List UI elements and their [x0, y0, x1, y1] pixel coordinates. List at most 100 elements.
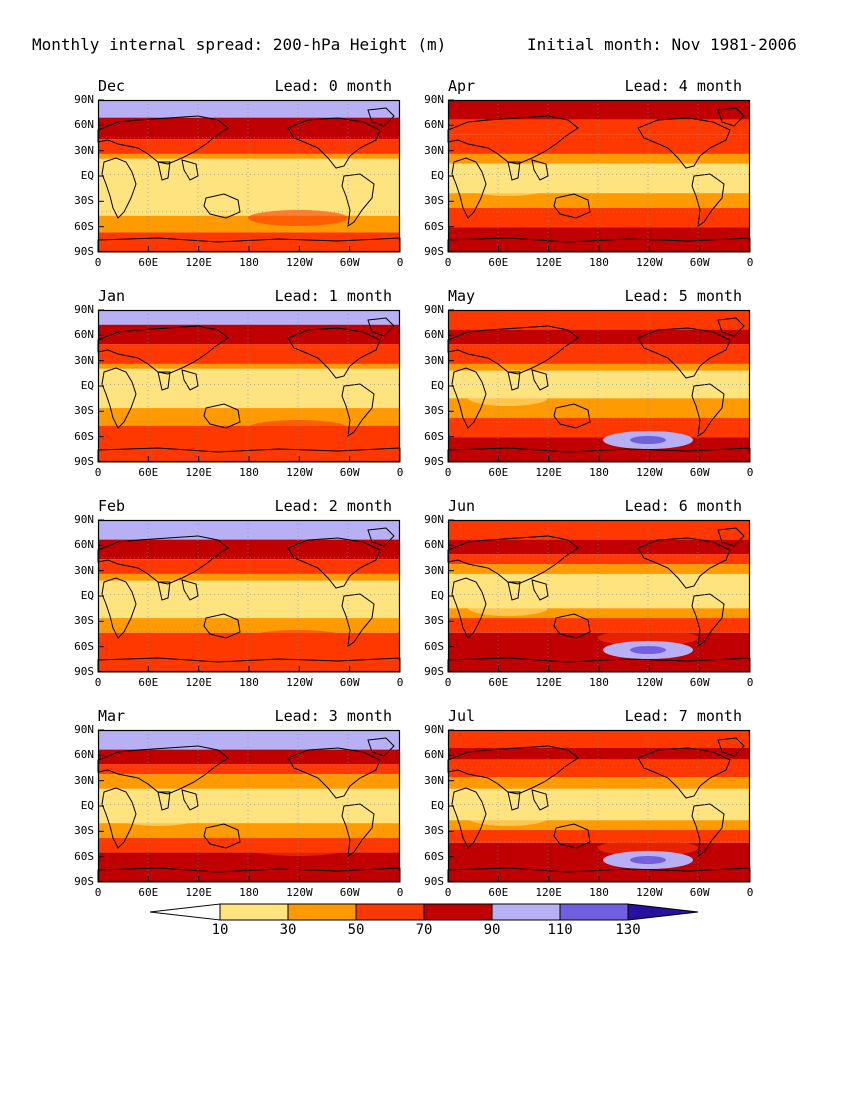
map-panel-mar: Mar Lead: 3 month	[97, 707, 401, 885]
lat-label: 90N	[424, 303, 444, 316]
lat-label: 90S	[74, 875, 94, 888]
lat-label: 90N	[74, 513, 94, 526]
lon-label: 0	[746, 466, 754, 479]
lon-label: 60W	[339, 676, 360, 689]
colorbar-label: 90	[483, 922, 501, 938]
lon-label: 120W	[286, 886, 313, 899]
lon-label: 180	[589, 886, 609, 899]
coastline	[203, 193, 241, 219]
coastline	[341, 383, 375, 438]
coastline	[181, 579, 199, 601]
contour-band	[98, 425, 400, 462]
lon-label: 120E	[535, 886, 562, 899]
lat-label: 30S	[424, 404, 444, 418]
lon-label: 120W	[286, 676, 313, 689]
lat-label: 30N	[74, 773, 94, 787]
lat-label: 60N	[74, 118, 94, 132]
lat-label: 60N	[424, 538, 444, 552]
coastline	[451, 787, 487, 849]
contour-blob	[468, 180, 548, 196]
coastline	[287, 117, 381, 169]
contour-blob	[248, 630, 348, 646]
figure-title: Monthly internal spread: 200-hPa Height …	[32, 35, 447, 54]
high-spread-core	[630, 856, 666, 864]
contour-band	[448, 820, 750, 831]
contour-band	[448, 759, 750, 778]
lat-label: 90S	[424, 245, 444, 258]
coastline	[97, 325, 229, 375]
lon-label: 60E	[138, 676, 159, 689]
lon-label: 120E	[185, 466, 212, 479]
coastline	[101, 577, 137, 639]
lat-label: 60S	[424, 849, 444, 863]
colorbar-segment	[355, 903, 425, 921]
map-panel-jul: Jul Lead: 7 month	[447, 707, 751, 885]
lat-label: 30N	[74, 563, 94, 577]
map-panel-jan: Jan Lead: 1 month	[97, 287, 401, 465]
contour-band	[98, 344, 400, 364]
lat-label: 60S	[424, 429, 444, 443]
spread-map	[97, 729, 401, 883]
coastline	[101, 367, 137, 429]
lon-label: 60W	[339, 466, 360, 479]
panel-lead-label: Lead: 5 month	[624, 287, 742, 305]
coastline	[717, 107, 745, 127]
coastline	[451, 157, 487, 219]
coastline	[341, 173, 375, 228]
contour-band	[448, 777, 750, 789]
panel-month-label: Jul	[448, 707, 476, 725]
map-panel-feb: Feb Lead: 2 month	[97, 497, 401, 675]
panel-lead-label: Lead: 7 month	[624, 707, 742, 725]
coastline	[367, 317, 395, 337]
lat-label: 90N	[424, 513, 444, 526]
coastline	[553, 613, 591, 639]
lon-label: 0	[396, 676, 404, 689]
lon-label: 60E	[488, 676, 509, 689]
contour-band	[448, 618, 750, 633]
lat-label: 90N	[74, 93, 94, 106]
contour-blob	[118, 810, 198, 826]
lat-label: 90S	[424, 455, 444, 468]
coastline	[531, 789, 549, 811]
lon-label: 60W	[339, 256, 360, 269]
colorbar-label: 50	[347, 922, 365, 938]
contour-band	[448, 100, 750, 120]
map-panel-may: May Lead: 5 month	[447, 287, 751, 465]
spread-map	[447, 519, 751, 673]
panel-lead-label: Lead: 4 month	[624, 77, 742, 95]
panel-month-label: Jan	[98, 287, 126, 305]
coastline	[341, 593, 375, 648]
colorbar-label: 110	[547, 922, 573, 938]
spread-map	[447, 729, 751, 883]
spread-map	[447, 309, 751, 463]
lat-label: 90N	[74, 303, 94, 316]
spread-map	[97, 99, 401, 253]
contour-band	[448, 539, 750, 555]
coastline	[507, 581, 521, 601]
lon-label: 120E	[185, 676, 212, 689]
high-spread-core	[630, 646, 666, 654]
lon-label: 60W	[339, 886, 360, 899]
contour-band	[98, 153, 400, 159]
spread-map	[447, 99, 751, 253]
contour-blob	[598, 210, 698, 226]
lon-label: 180	[239, 886, 259, 899]
contour-band	[98, 730, 400, 750]
coastline	[553, 823, 591, 849]
map-panel-apr: Apr Lead: 4 month	[447, 77, 751, 255]
panel-lead-label: Lead: 1 month	[274, 287, 392, 305]
contour-band	[448, 554, 750, 565]
lat-label: 60N	[74, 748, 94, 762]
contour-band	[98, 559, 400, 574]
coastline	[451, 577, 487, 639]
lat-label: 30S	[74, 194, 94, 208]
colorbar-segment	[559, 903, 629, 921]
lon-label: 0	[396, 886, 404, 899]
colorbar-label: 10	[211, 922, 229, 938]
panel-lead-label: Lead: 6 month	[624, 497, 742, 515]
contour-blob	[248, 420, 348, 436]
contour-band	[448, 608, 750, 619]
lat-label: 30S	[74, 404, 94, 418]
coastline	[507, 371, 521, 391]
initial-month-label: Initial month: Nov 1981-2006	[527, 35, 797, 54]
